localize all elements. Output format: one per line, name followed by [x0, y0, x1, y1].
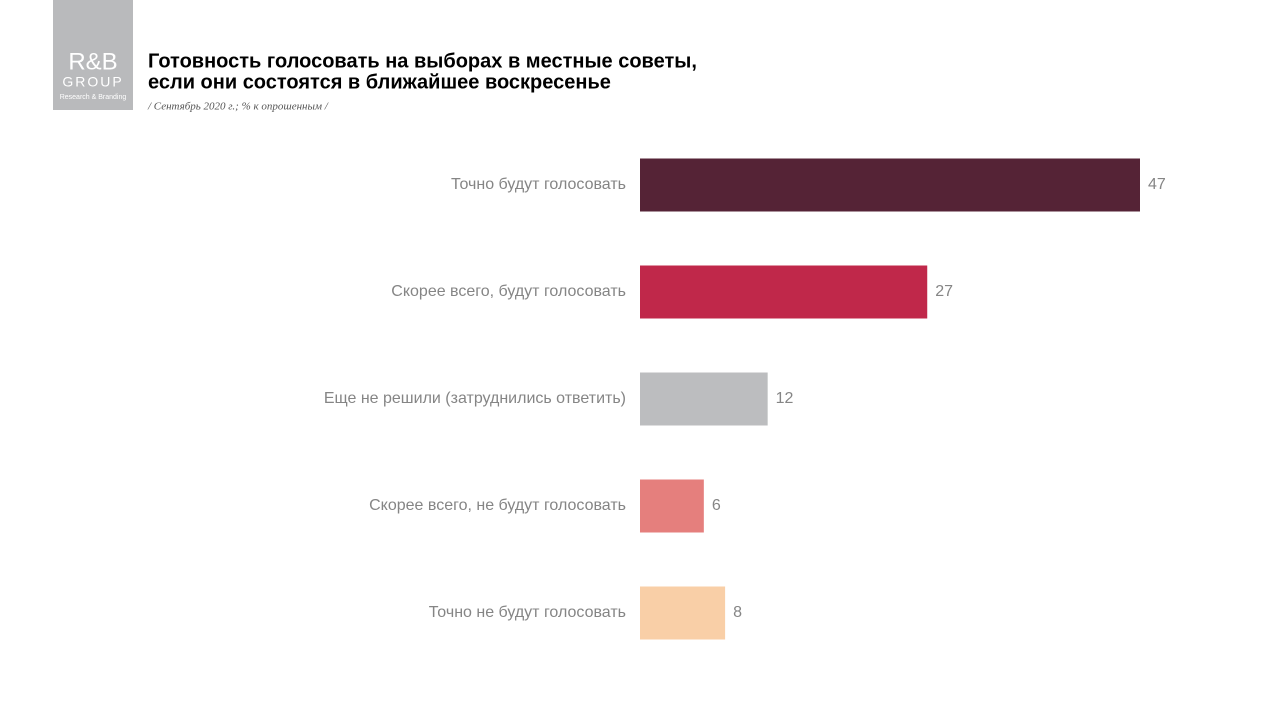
category-label: Точно будут голосовать	[451, 176, 626, 193]
bar	[640, 479, 704, 533]
chart-title: если они состоятся в ближайшее воскресен…	[148, 71, 611, 93]
chart-title: Готовность голосовать на выборах в местн…	[148, 50, 697, 72]
value-label: 27	[935, 283, 953, 300]
bar	[640, 586, 726, 640]
value-label: 12	[776, 390, 794, 407]
logo-box	[53, 0, 133, 110]
category-label: Скорее всего, не будут голосовать	[369, 497, 626, 514]
logo-brand: R&B	[68, 48, 117, 75]
category-label: Еще не решили (затруднились ответить)	[324, 390, 626, 407]
logo-name: GROUP	[62, 74, 123, 90]
chart-subtitle: / Сентябрь 2020 г.; % к опрошенным /	[147, 101, 329, 113]
category-label: Скорее всего, будут голосовать	[391, 283, 626, 300]
value-label: 47	[1148, 176, 1166, 193]
value-label: 6	[712, 497, 721, 514]
bar	[640, 265, 928, 319]
bar	[640, 158, 1140, 212]
bar	[640, 372, 768, 426]
value-label: 8	[733, 604, 742, 621]
category-label: Точно не будут голосовать	[429, 604, 626, 621]
logo-tagline: Research & Branding	[60, 94, 127, 101]
